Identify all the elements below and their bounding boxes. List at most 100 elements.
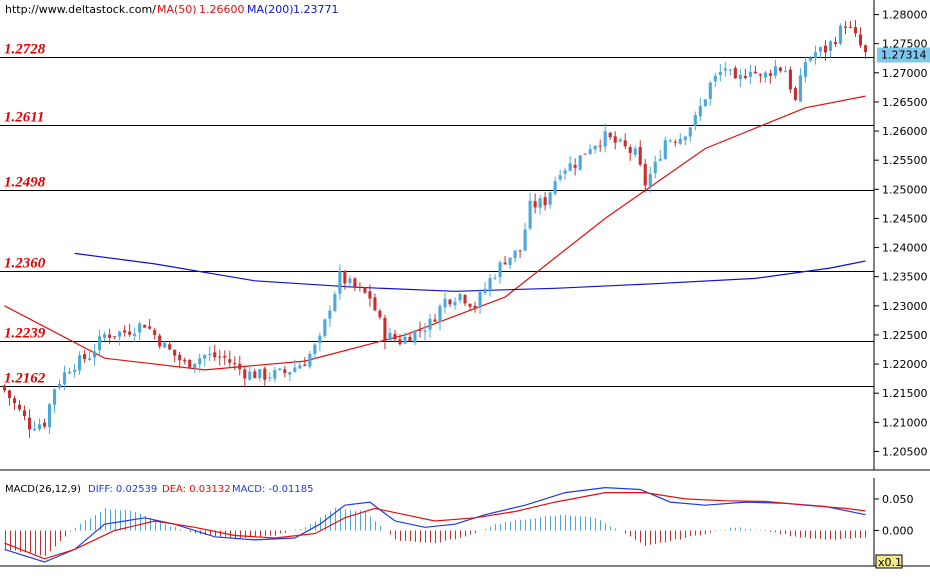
candle bbox=[743, 68, 747, 80]
candle-body bbox=[718, 71, 722, 76]
candle bbox=[508, 257, 512, 269]
candle-body bbox=[653, 161, 657, 174]
candle-body bbox=[713, 75, 717, 82]
candle bbox=[198, 353, 202, 373]
candle bbox=[273, 367, 277, 383]
candle bbox=[48, 402, 52, 434]
candle-body bbox=[828, 41, 833, 51]
candle-body bbox=[473, 305, 477, 309]
candle bbox=[738, 69, 742, 88]
candle bbox=[638, 140, 642, 167]
candle-body bbox=[483, 288, 487, 293]
candle-body bbox=[823, 45, 828, 53]
candle bbox=[113, 336, 117, 340]
candle bbox=[598, 139, 602, 152]
candle-body bbox=[22, 410, 27, 417]
candle-body bbox=[433, 319, 437, 322]
candle bbox=[628, 144, 632, 161]
candle bbox=[498, 260, 502, 284]
price-tick-label: 1.27500 bbox=[882, 38, 928, 51]
candle bbox=[493, 274, 497, 281]
candle-body bbox=[648, 173, 652, 187]
candle bbox=[353, 277, 357, 292]
candle bbox=[22, 405, 27, 421]
candle bbox=[488, 274, 492, 297]
candle-body bbox=[528, 200, 532, 229]
candle-body bbox=[783, 71, 787, 73]
price-tick-label: 1.21500 bbox=[882, 387, 928, 400]
candle-body bbox=[298, 365, 302, 369]
candle-body bbox=[363, 287, 367, 293]
zoom-indicator[interactable] bbox=[875, 554, 903, 569]
candle bbox=[643, 159, 647, 193]
candle bbox=[573, 158, 577, 176]
candle bbox=[238, 356, 242, 376]
candle-body bbox=[503, 262, 507, 265]
candle-body bbox=[83, 354, 87, 360]
candle bbox=[528, 192, 532, 231]
candle bbox=[83, 350, 87, 363]
candle bbox=[98, 329, 102, 356]
candle-body bbox=[153, 330, 157, 336]
candle-body bbox=[568, 163, 572, 171]
candle bbox=[778, 66, 782, 73]
candle bbox=[388, 328, 392, 341]
candle bbox=[73, 363, 77, 378]
candle-body bbox=[128, 331, 132, 335]
price-tick-label: 1.21000 bbox=[882, 416, 928, 429]
candle bbox=[713, 72, 717, 88]
candle-body bbox=[548, 192, 552, 205]
candle bbox=[633, 145, 637, 158]
candle-body bbox=[853, 27, 858, 34]
candle-body bbox=[768, 73, 772, 76]
candle-body bbox=[743, 75, 747, 78]
candle bbox=[583, 153, 587, 155]
candle-body bbox=[453, 301, 457, 306]
level-labels: 1.2728 1.2611 1.2498 1.2360 1.2239 1.2162 bbox=[4, 42, 46, 387]
candle bbox=[538, 194, 542, 215]
candle-body bbox=[498, 262, 502, 278]
candle bbox=[863, 44, 868, 59]
candle-body bbox=[613, 136, 617, 143]
candle-body bbox=[588, 149, 592, 154]
candle-body bbox=[27, 417, 32, 430]
candle-body bbox=[448, 299, 452, 305]
candle-body bbox=[7, 390, 12, 398]
candle-body bbox=[88, 358, 92, 360]
candle-body bbox=[658, 158, 662, 161]
candle-body bbox=[478, 292, 482, 308]
candle-body bbox=[333, 294, 337, 312]
candle-body bbox=[738, 74, 742, 80]
candle bbox=[523, 222, 527, 252]
candle bbox=[773, 59, 777, 79]
candle bbox=[308, 350, 312, 369]
candle bbox=[58, 379, 62, 390]
candle bbox=[673, 139, 677, 147]
candle bbox=[678, 132, 682, 146]
candle bbox=[808, 56, 812, 63]
candle-body bbox=[198, 358, 202, 365]
candle-body bbox=[338, 271, 342, 294]
candle-body bbox=[118, 331, 122, 337]
candle-body bbox=[263, 368, 267, 380]
candle bbox=[53, 388, 57, 413]
candle-body bbox=[813, 52, 817, 58]
current-price-box bbox=[877, 47, 930, 63]
candle-body bbox=[598, 145, 602, 147]
candle bbox=[588, 143, 592, 155]
macd-axis: 0.050 0.000 bbox=[874, 493, 914, 537]
candle-body bbox=[233, 363, 237, 365]
candle-body bbox=[818, 47, 822, 52]
candle-body bbox=[148, 326, 152, 329]
candle-body bbox=[243, 369, 247, 379]
candle bbox=[323, 318, 327, 338]
price-tick-label: 1.25000 bbox=[882, 183, 928, 196]
ma50-value: 1.26600 bbox=[199, 3, 245, 16]
candle bbox=[428, 313, 432, 338]
candle-body bbox=[863, 45, 868, 53]
candle-body bbox=[763, 72, 767, 78]
candle bbox=[803, 57, 807, 83]
candle-body bbox=[348, 278, 352, 284]
candle bbox=[663, 136, 667, 161]
